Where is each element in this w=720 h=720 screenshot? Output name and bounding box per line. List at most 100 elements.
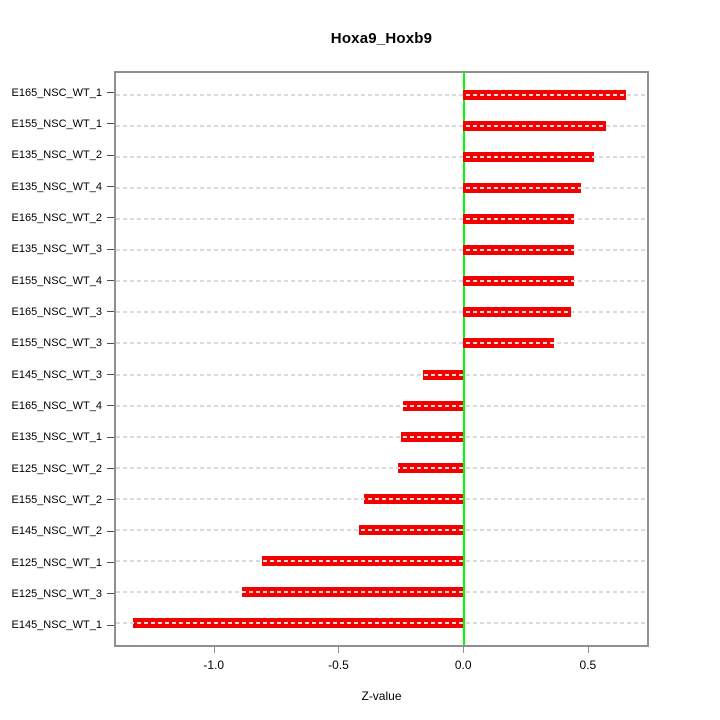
y-tick-label: E135_NSC_WT_1 (11, 431, 103, 444)
y-label-row: E125_NSC_WT_1 (0, 547, 114, 578)
y-tick-label: E145_NSC_WT_3 (11, 368, 103, 381)
y-tick-label: E135_NSC_WT_2 (11, 149, 103, 162)
y-label-row: E165_NSC_WT_4 (0, 390, 114, 421)
y-tick-mark (107, 624, 114, 626)
x-tick-mark (213, 647, 215, 653)
y-axis-labels: E165_NSC_WT_1 E155_NSC_WT_1 E135_NSC_WT_2 E… (0, 71, 114, 647)
y-tick-label: E145_NSC_WT_1 (11, 619, 103, 632)
y-tick-label: E165_NSC_WT_4 (11, 399, 103, 412)
grid-line (116, 93, 647, 96)
y-tick-label: E145_NSC_WT_2 (11, 525, 103, 538)
grid-line (116, 404, 647, 407)
bar-row (116, 110, 647, 141)
grid-line (116, 124, 647, 127)
bar-row (116, 203, 647, 234)
grid-line (116, 560, 647, 563)
bar-row (116, 390, 647, 421)
y-label-row: E155_NSC_WT_4 (0, 265, 114, 296)
bar-row (116, 172, 647, 203)
x-tick-label: -1.0 (203, 658, 225, 672)
y-tick-mark (107, 436, 114, 438)
y-label-row: E145_NSC_WT_2 (0, 516, 114, 547)
y-label-row: E165_NSC_WT_1 (0, 77, 114, 108)
bar-row (116, 297, 647, 328)
y-tick-mark (107, 92, 114, 94)
zero-line (462, 73, 465, 645)
y-label-row: E155_NSC_WT_1 (0, 108, 114, 139)
bar-row (116, 266, 647, 297)
bar-row (116, 577, 647, 608)
grid-line (116, 249, 647, 252)
y-tick-label: E155_NSC_WT_1 (11, 117, 103, 130)
x-tick-mark (463, 647, 465, 653)
grid-line (116, 342, 647, 345)
x-tick-mark (338, 647, 340, 653)
y-tick-label: E165_NSC_WT_1 (11, 86, 103, 99)
y-label-row: E165_NSC_WT_2 (0, 202, 114, 233)
grid-line (116, 529, 647, 532)
y-tick-mark (107, 405, 114, 407)
y-label-row: E155_NSC_WT_2 (0, 484, 114, 515)
y-tick-label: E125_NSC_WT_3 (11, 587, 103, 600)
grid-line (116, 591, 647, 594)
y-tick-label: E155_NSC_WT_2 (11, 493, 103, 506)
y-label-row: E145_NSC_WT_3 (0, 359, 114, 390)
y-tick-label: E165_NSC_WT_3 (11, 305, 103, 318)
x-tick-mark (587, 647, 589, 653)
y-tick-mark (107, 311, 114, 313)
y-tick-mark (107, 342, 114, 344)
y-tick-label: E155_NSC_WT_3 (11, 337, 103, 350)
y-tick-mark (107, 186, 114, 188)
y-tick-label: E125_NSC_WT_1 (11, 556, 103, 569)
y-tick-mark (107, 123, 114, 125)
y-tick-mark (107, 593, 114, 595)
bar-row (116, 608, 647, 639)
x-axis: -1.0 -0.5 0.0 0.5 (114, 647, 649, 687)
bar-row (116, 141, 647, 172)
x-tick-label: 0.0 (454, 658, 472, 672)
grid-line (116, 497, 647, 500)
y-tick-mark (107, 562, 114, 564)
chart-title: Hoxa9_Hoxb9 (330, 30, 433, 47)
bar-row (116, 328, 647, 359)
y-label-row: E135_NSC_WT_1 (0, 422, 114, 453)
grid-line (116, 311, 647, 314)
y-label-row: E145_NSC_WT_1 (0, 610, 114, 641)
y-tick-mark (107, 374, 114, 376)
x-tick-label: 0.5 (579, 658, 597, 672)
y-tick-mark (107, 154, 114, 156)
grid-line (116, 373, 647, 376)
y-tick-label: E125_NSC_WT_2 (11, 462, 103, 475)
bar-row (116, 359, 647, 390)
y-tick-mark (107, 499, 114, 501)
grid-line (116, 466, 647, 469)
y-tick-label: E135_NSC_WT_4 (11, 180, 103, 193)
bar-row (116, 546, 647, 577)
x-axis-title: Z-value (361, 689, 402, 703)
bar-row (116, 515, 647, 546)
bar-row (116, 421, 647, 452)
y-tick-mark (107, 248, 114, 250)
y-label-row: E125_NSC_WT_2 (0, 453, 114, 484)
y-label-row: E135_NSC_WT_4 (0, 171, 114, 202)
grid-line (116, 155, 647, 158)
y-tick-mark (107, 217, 114, 219)
y-label-row: E125_NSC_WT_3 (0, 578, 114, 609)
y-label-row: E155_NSC_WT_3 (0, 328, 114, 359)
y-label-row: E135_NSC_WT_3 (0, 234, 114, 265)
bar-row (116, 483, 647, 514)
y-tick-mark (107, 280, 114, 282)
plot-area (114, 71, 649, 647)
bar-row (116, 452, 647, 483)
y-tick-mark (107, 468, 114, 470)
x-tick-label: -0.5 (328, 658, 349, 672)
bar-row (116, 235, 647, 266)
grid-line (116, 622, 647, 625)
y-tick-label: E155_NSC_WT_4 (11, 274, 103, 287)
y-tick-mark (107, 530, 114, 532)
bar-rows (116, 73, 647, 645)
y-label-row: E135_NSC_WT_2 (0, 140, 114, 171)
grid-line (116, 435, 647, 438)
y-tick-label: E135_NSC_WT_3 (11, 243, 103, 256)
